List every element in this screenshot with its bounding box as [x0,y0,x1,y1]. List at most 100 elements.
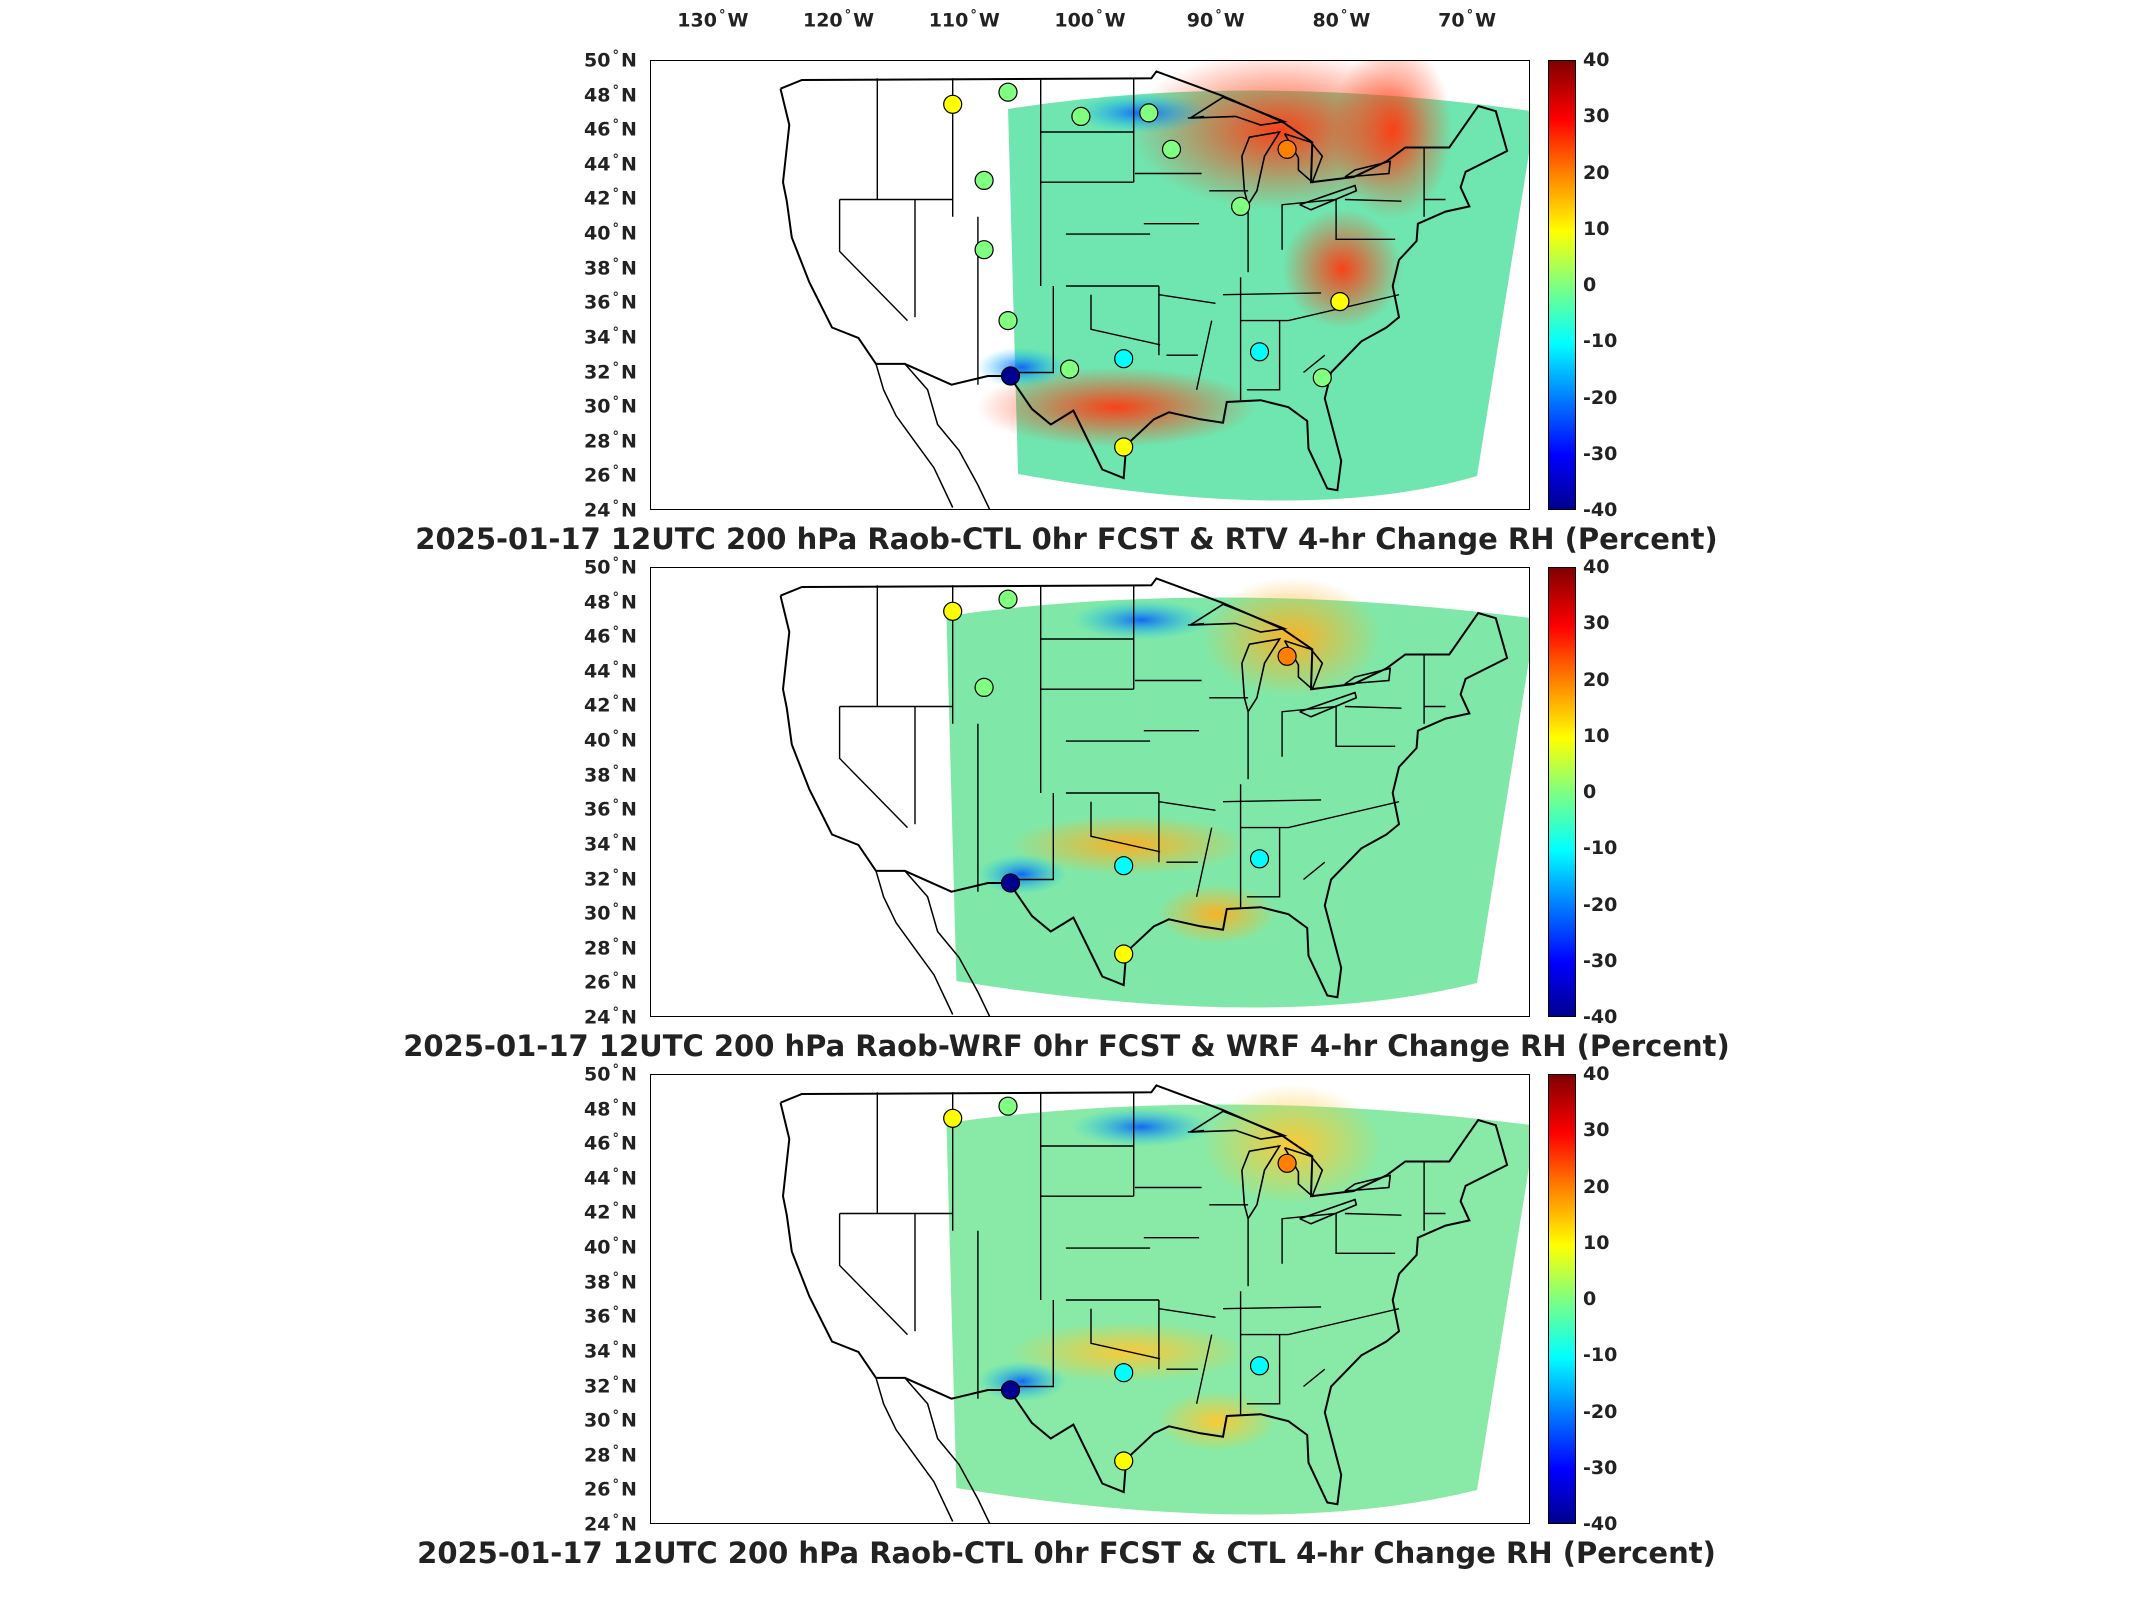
dry-anomaly-region [1071,599,1212,640]
great-lake-outline [1344,667,1392,685]
latitude-label: 48 ° N [584,1096,637,1121]
great-lake-outline [1344,1174,1392,1192]
raob-site-marker [1114,856,1134,876]
state-boundary [1281,198,1337,250]
raob-site-marker [1312,368,1332,388]
colorbar-tick-label: 30 [1583,612,1610,635]
latitude-label: 38 ° N [584,763,637,787]
great-lake-outline [1299,1198,1358,1225]
latitude-label: 36 ° N [584,290,637,314]
raob-site-marker [1277,646,1297,666]
state-boundary [1246,827,1281,898]
colorbar-tick-label: 30 [1583,1119,1610,1142]
longitude-label: 110 ° W [928,8,1000,32]
longitude-label: 130 ° W [677,8,749,32]
raob-site-marker [974,170,994,191]
longitude-label: 90 ° W [1186,8,1245,32]
rh-change-field [946,597,1529,1008]
latitude-label: 42 ° N [584,693,637,718]
map-frame [650,567,1530,1017]
map-canvas [779,1084,1529,1523]
colorbar-tick-label: 40 [1583,556,1610,578]
mexico-coastline [904,1377,991,1523]
state-boundary [838,199,908,322]
mexico-coastline [904,870,991,1016]
state-boundary [1158,1308,1216,1318]
great-lake-outline [1241,1144,1282,1220]
raob-site-marker [1277,139,1297,159]
raob-site-marker [943,1108,963,1128]
raob-site-marker [998,1096,1018,1116]
latitude-label: 24 ° N [584,1005,637,1029]
dry-anomaly-region [976,347,1067,388]
state-boundary [1335,706,1396,747]
colorbar-tick-label: 10 [1583,1231,1610,1254]
colorbar-tick-label: 20 [1583,668,1610,691]
latitude-label: 50 ° N [584,1062,637,1086]
latitude-label: 44 ° N [584,1166,637,1190]
raob-site-marker [943,94,963,114]
latitude-label: 38 ° N [584,256,637,280]
state-boundary [1303,861,1326,881]
state-boundary [1240,801,1400,829]
colorbar [1548,1074,1576,1524]
raob-site-marker [1330,292,1350,312]
raob-site-marker [1277,1153,1297,1173]
warm-anomaly-region [1156,1391,1277,1452]
colorbar-tick-label: 20 [1583,161,1610,184]
latitude-label: 42 ° N [584,186,637,211]
raob-site-marker [1114,349,1134,369]
state-boundary [1195,1334,1213,1404]
state-boundary [1303,1368,1326,1388]
state-boundary [1344,1212,1402,1216]
latitude-label: 50 ° N [584,48,637,72]
raob-site-marker [1249,342,1270,362]
warm-anomaly-region [1332,61,1453,221]
latitude-label: 34 ° N [584,832,637,856]
conus-coastline [779,577,1509,999]
warm-anomaly-region [1202,1084,1383,1205]
latitude-label: 38 ° N [584,1270,637,1294]
colorbar-tick-label: -30 [1583,949,1618,972]
conus-coastline [779,70,1509,492]
dry-anomaly-region [1071,1106,1212,1147]
mexico-coastline [875,870,954,1015]
latitude-label: 24 ° N [584,498,637,522]
state-boundary [1158,801,1216,811]
latitude-label: 28 ° N [584,429,637,453]
state-boundary [1303,354,1326,374]
latitude-label: 48 ° N [584,82,637,107]
rh-change-field [946,1104,1529,1515]
colorbar-tick-label: -10 [1583,1344,1618,1367]
state-boundary [1090,294,1161,346]
map-canvas [779,61,1529,509]
colorbar-tick-label: -30 [1583,442,1618,465]
warm-anomaly-region [1156,884,1277,945]
colorbar-tick-label: 10 [1583,217,1610,240]
colorbar-tick-label: 0 [1583,1288,1597,1310]
colorbar-tick-label: 20 [1583,1175,1610,1198]
great-lake-outline [1189,603,1288,633]
raob-site-marker [1000,1380,1021,1400]
latitude-label: 46 ° N [584,1131,637,1155]
latitude-label: 32 ° N [584,359,637,384]
state-boundary [1090,801,1161,853]
state-boundary [1195,827,1213,897]
great-lake-outline [1283,639,1324,691]
colorbar [1548,567,1576,1017]
latitude-label: 34 ° N [584,1339,637,1363]
raob-site-marker [1114,1451,1134,1471]
raob-site-marker [1114,944,1134,964]
latitude-label: 28 ° N [584,936,637,960]
colorbar-tick-label: 0 [1583,781,1597,803]
colorbar-tick-label: -40 [1583,1006,1618,1028]
dry-anomaly-region [976,1361,1067,1402]
great-lake-outline [1283,132,1324,184]
latitude-label: 36 ° N [584,797,637,821]
longitude-label: 100 ° W [1054,8,1126,32]
colorbar-tick-label: 30 [1583,105,1610,128]
dry-anomaly-region [976,854,1067,895]
latitude-label: 50 ° N [584,555,637,579]
colorbar-tick-label: 40 [1583,1063,1610,1085]
great-lake-outline [1241,637,1282,713]
